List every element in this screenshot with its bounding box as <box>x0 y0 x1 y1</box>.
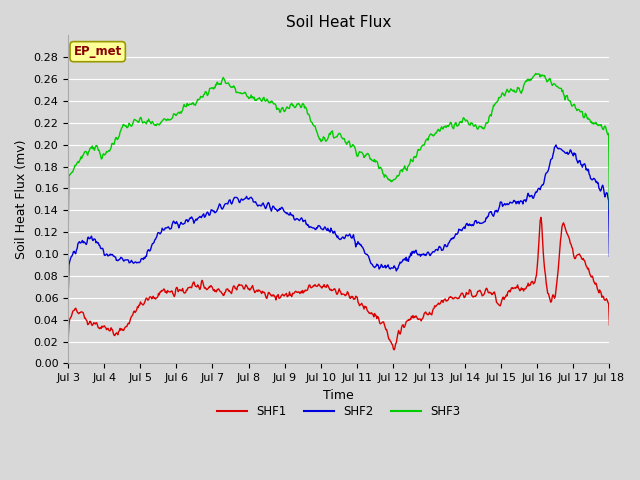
SHF3 <box>64 235 72 240</box>
Line: SHF1: SHF1 <box>68 217 609 350</box>
SHF3 <box>74 159 82 165</box>
SHF3 <box>605 206 613 212</box>
SHF2 <box>213 207 221 213</box>
SHF1 <box>537 215 545 220</box>
SHF2 <box>420 252 428 258</box>
SHF1 <box>421 310 429 315</box>
SHF2 <box>130 260 138 266</box>
SHF2 <box>552 142 560 148</box>
SHF2 <box>74 241 82 247</box>
Title: Soil Heat Flux: Soil Heat Flux <box>286 15 392 30</box>
SHF2 <box>64 295 72 300</box>
SHF3 <box>213 79 221 85</box>
Line: SHF3: SHF3 <box>68 73 609 238</box>
SHF3 <box>420 142 428 148</box>
SHF2 <box>605 253 613 259</box>
Legend: SHF1, SHF2, SHF3: SHF1, SHF2, SHF3 <box>212 401 465 423</box>
SHF1 <box>64 337 72 343</box>
SHF1 <box>185 285 193 290</box>
X-axis label: Time: Time <box>323 389 354 402</box>
SHF2 <box>185 218 193 224</box>
SHF3 <box>404 163 412 169</box>
SHF3 <box>185 103 193 108</box>
SHF3 <box>130 118 138 123</box>
Text: EP_met: EP_met <box>74 45 122 58</box>
Y-axis label: Soil Heat Flux (mv): Soil Heat Flux (mv) <box>15 140 28 259</box>
SHF1 <box>130 309 138 314</box>
SHF3 <box>532 71 540 76</box>
SHF2 <box>404 258 412 264</box>
Line: SHF2: SHF2 <box>68 145 609 298</box>
SHF1 <box>213 287 221 292</box>
SHF1 <box>405 317 413 323</box>
SHF1 <box>390 347 398 353</box>
SHF1 <box>605 323 613 328</box>
SHF1 <box>74 310 82 316</box>
